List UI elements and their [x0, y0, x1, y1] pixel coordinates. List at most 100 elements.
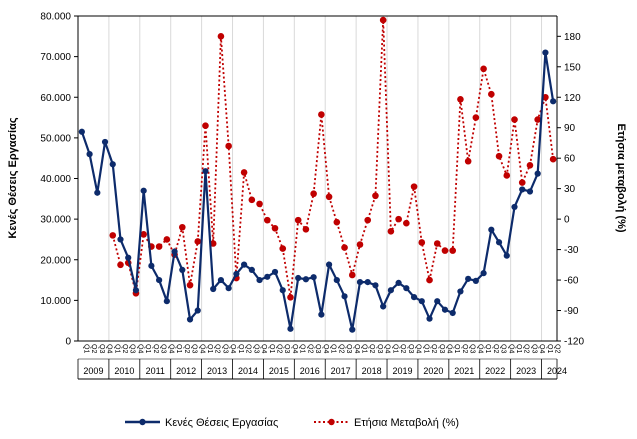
quarter-label: Q4: [106, 344, 113, 353]
quarter-label: Q4: [384, 344, 391, 353]
annual-change-point: [526, 161, 534, 169]
vacancies-point: [325, 261, 333, 268]
quarter-label: Q2: [152, 344, 159, 353]
left-axis-ticks: 0 10.000 20.000 30.000 40.000 50.000 60.000 70.…: [40, 12, 78, 348]
annual-change-point: [433, 240, 441, 247]
vacancies-point: [186, 316, 194, 323]
vacancies-point: [526, 188, 534, 195]
quarter-label: Q1: [175, 344, 182, 353]
legend-marker-change: [328, 418, 335, 426]
annual-change-point: [387, 228, 395, 235]
annual-change-point: [256, 200, 263, 208]
vacancies-point: [225, 285, 232, 292]
left-tick-label: 0: [65, 337, 71, 348]
quarter-label: Q3: [98, 344, 105, 353]
vacancies-point: [194, 307, 201, 314]
vacancies-line: [80, 52, 555, 330]
quarter-label: Q2: [183, 344, 190, 353]
quarter-label: Q3: [345, 344, 352, 353]
vacancies-point: [241, 261, 248, 268]
left-tick-label: 30.000: [40, 215, 71, 226]
annual-change-point: [225, 142, 232, 150]
vacancies-point: [341, 293, 348, 300]
vacancies-point: [302, 276, 310, 283]
quarter-label: Q3: [129, 344, 136, 353]
vacancies-point: [441, 306, 449, 313]
vacancies-point: [364, 278, 371, 286]
right-tick-label: 60: [564, 154, 576, 165]
annual-change-point: [155, 243, 163, 250]
left-tick-label: 20.000: [40, 255, 71, 266]
annual-change-point: [178, 223, 186, 231]
vacancies-point: [86, 151, 93, 158]
vacancies-point: [356, 278, 364, 286]
vacancies-point: [132, 287, 140, 294]
left-tick-label: 70.000: [40, 52, 71, 63]
annual-change-point: [279, 245, 287, 252]
annual-change-point: [464, 157, 472, 165]
quarter-label: Q4: [198, 344, 205, 353]
vacancies-point: [117, 236, 124, 243]
legend: Κενές Θέσεις Εργασίας Ετήσια Μεταβολή (%…: [125, 417, 459, 429]
quarter-label: Q4: [353, 344, 360, 353]
year-label: 2022: [485, 366, 505, 376]
quarter-label: Q3: [407, 344, 414, 353]
vacancies-point: [503, 252, 510, 259]
vacancies-point: [279, 287, 286, 294]
annual-change-point: [333, 218, 341, 226]
quarter-label: Q2: [337, 344, 344, 353]
quarter-label: Q2: [90, 344, 97, 353]
quarter-label: Q3: [438, 344, 445, 353]
annual-change-point: [186, 281, 194, 289]
vacancies-point: [465, 275, 472, 282]
vacancies-point: [480, 270, 487, 277]
quarter-label: Q1: [330, 344, 337, 353]
quarter-label: Q4: [167, 344, 174, 353]
vacancies-point: [395, 279, 402, 287]
annual-change-point: [495, 152, 503, 160]
quarter-label: Q4: [136, 344, 143, 353]
annual-change-point: [294, 216, 302, 224]
quarter-label: Q4: [538, 344, 545, 353]
vacancies-point: [457, 288, 464, 295]
vacancies-point: [94, 189, 101, 196]
annual-change-point: [472, 114, 480, 121]
vacancies-point: [542, 49, 549, 56]
quarter-label: Q1: [422, 344, 429, 353]
vacancies-point: [318, 311, 325, 318]
vacancies-point: [372, 282, 379, 289]
year-label: 2023: [516, 366, 536, 376]
quarter-label: Q4: [445, 344, 452, 353]
quarter-label: Q2: [492, 344, 499, 353]
annual-change-point: [356, 241, 364, 248]
vacancies-point: [434, 298, 441, 305]
vacancies-point: [380, 303, 387, 310]
vacancies-point: [125, 254, 132, 261]
quarter-label: Q1: [237, 344, 244, 353]
year-label: 2013: [207, 366, 227, 376]
quarter-label: Q2: [121, 344, 128, 353]
year-label: 2024: [547, 366, 567, 376]
quarter-label: Q3: [160, 344, 167, 353]
quarter-label: Q3: [500, 344, 507, 353]
quarter-label: Q3: [469, 344, 476, 353]
quarter-label: Q1: [360, 344, 367, 353]
vacancies-point: [295, 274, 302, 282]
quarter-label: Q3: [314, 344, 321, 353]
vacancies-point: [287, 325, 294, 332]
vacancies-point: [403, 285, 410, 292]
annual-change-point: [410, 183, 418, 190]
vacancies-point: [163, 298, 170, 305]
vacancies-point: [488, 226, 495, 233]
year-labels: 2009 2010 2011 2012 2013 2014 2015 2016 2017 2018…: [83, 366, 567, 376]
vacancies-point: [202, 168, 209, 175]
annual-change-point: [217, 33, 225, 40]
vacancies-point: [171, 248, 178, 255]
quarter-label: Q4: [476, 344, 483, 353]
year-label: 2011: [146, 366, 165, 376]
annual-change-point: [240, 169, 248, 176]
left-tick-label: 40.000: [40, 174, 71, 185]
vacancies-point: [410, 294, 418, 301]
vacancies-point: [387, 287, 394, 294]
vacancies-point: [449, 309, 456, 317]
